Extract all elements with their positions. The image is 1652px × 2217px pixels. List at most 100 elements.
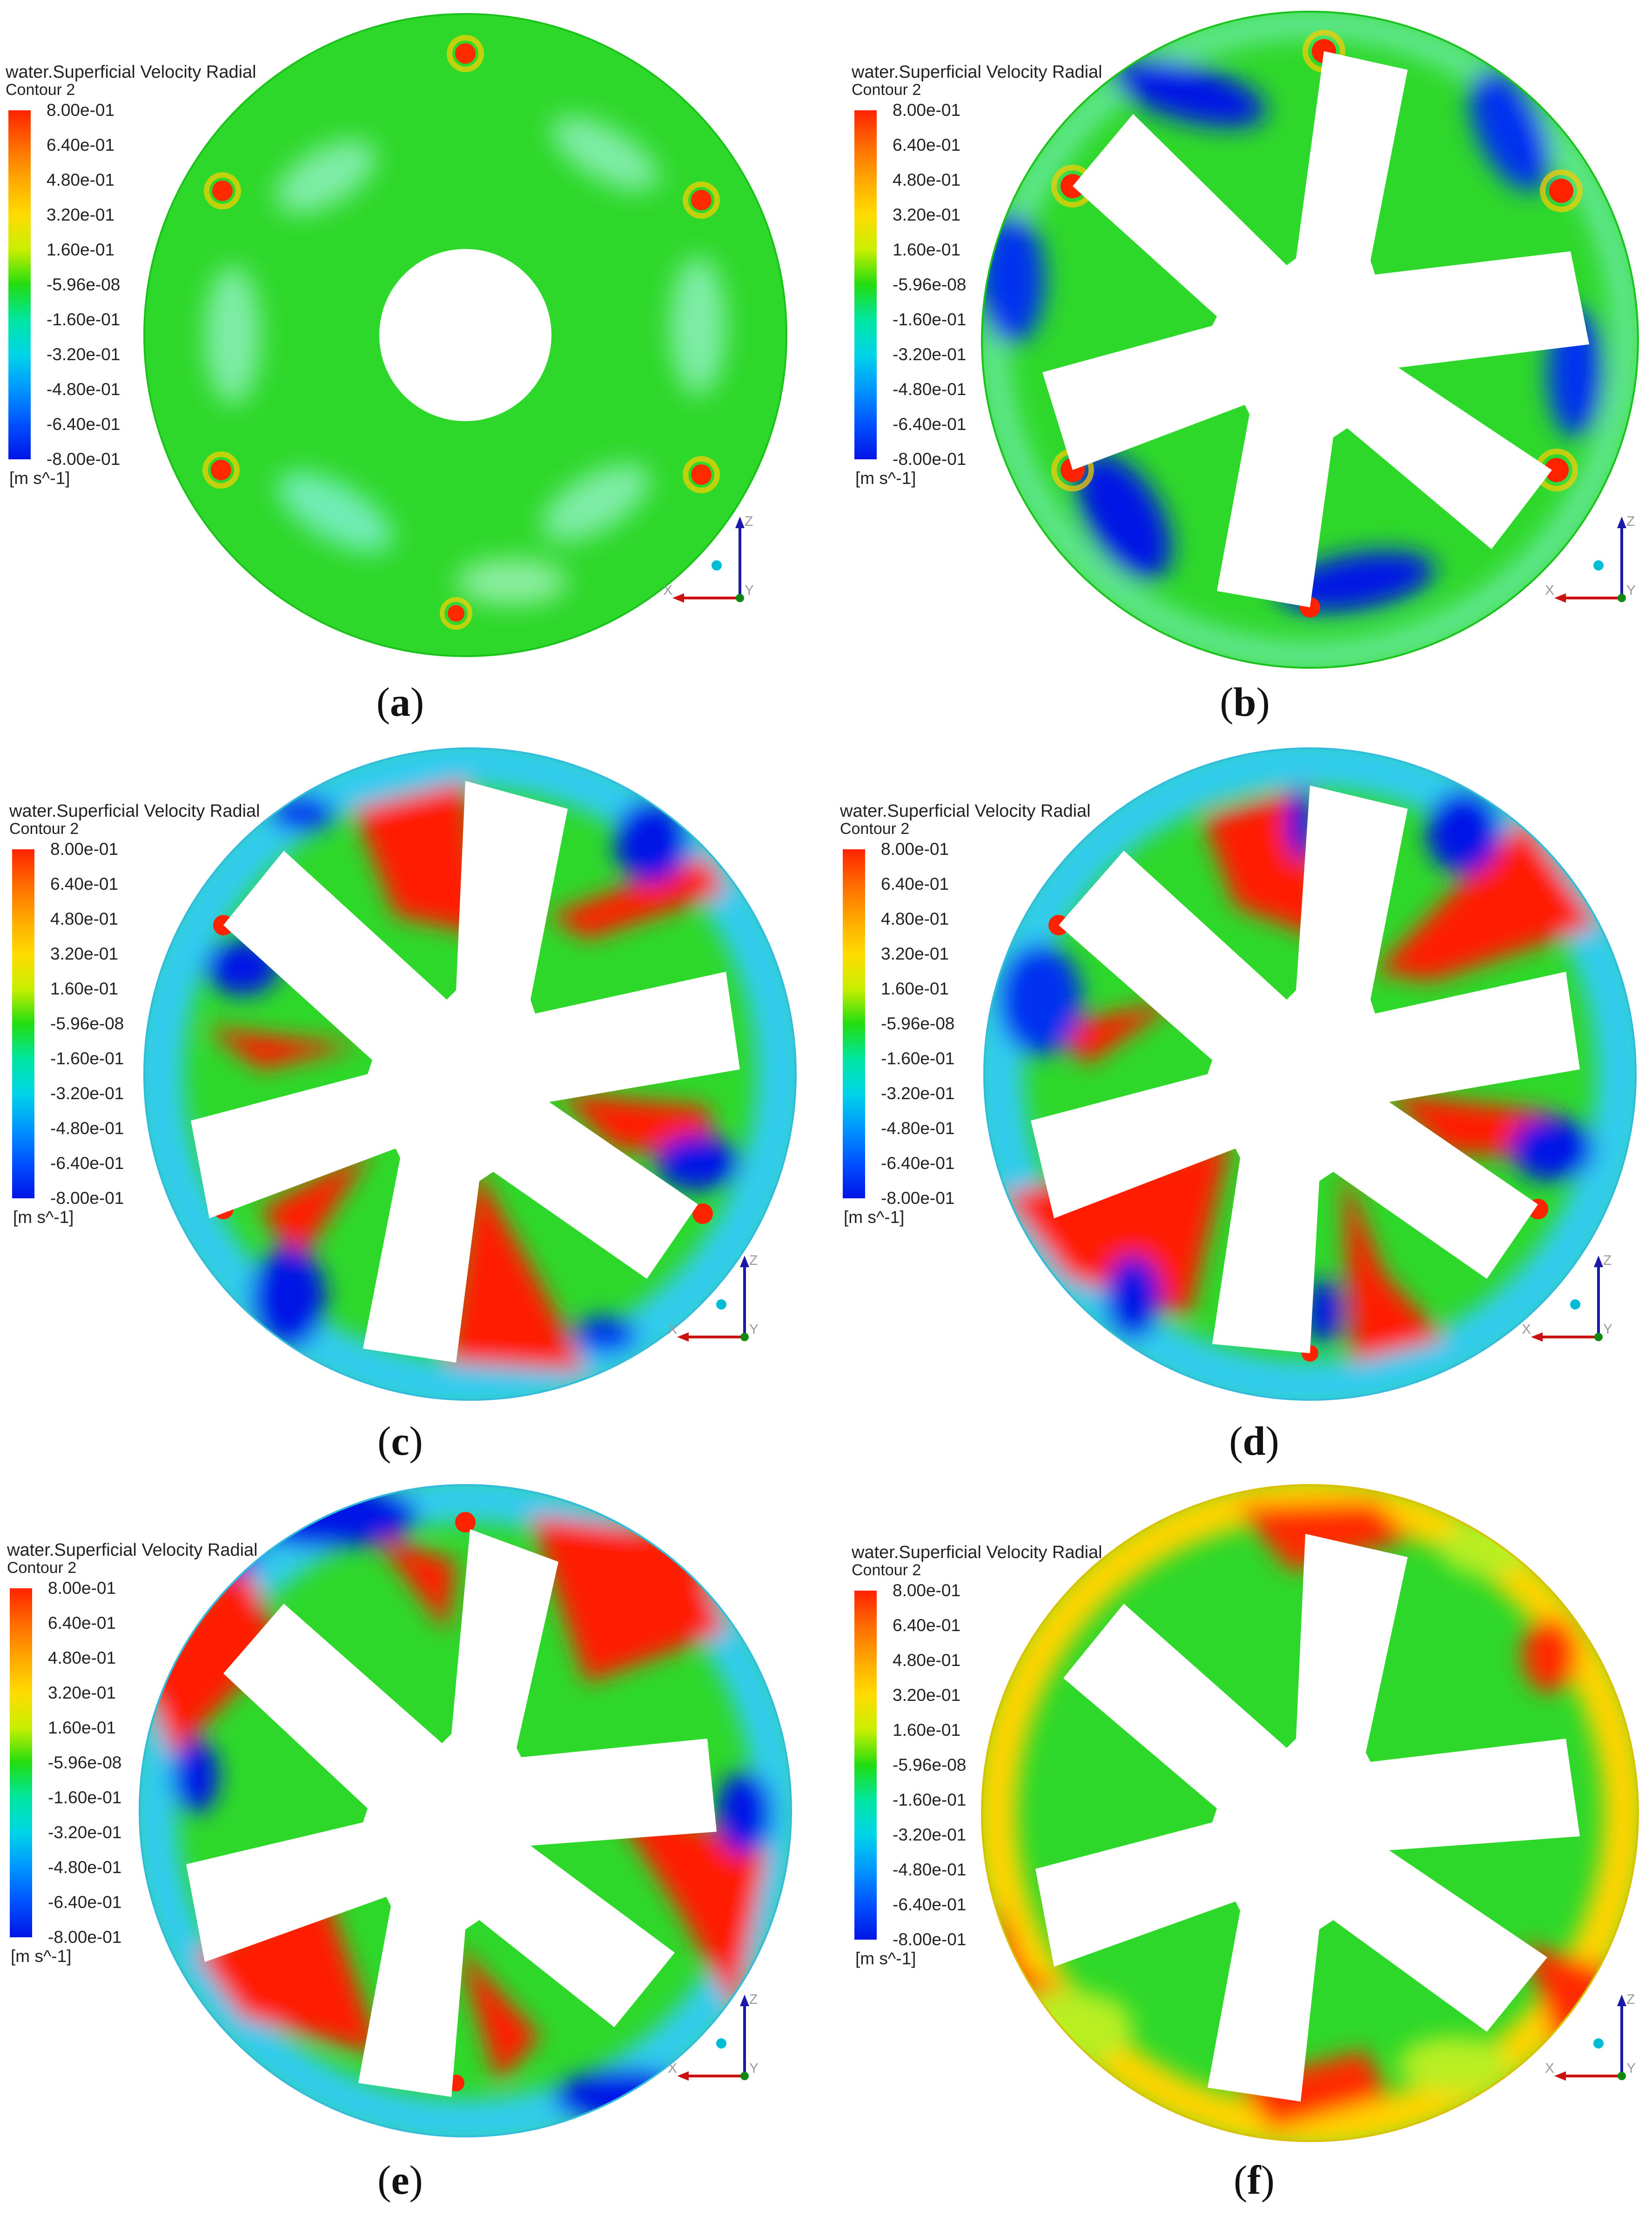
legend-tick-label: -1.60e-01 bbox=[50, 1049, 124, 1068]
legend-swatch bbox=[8, 250, 31, 285]
legend-swatch bbox=[843, 884, 865, 919]
legend-tick-label: 6.40e-01 bbox=[47, 135, 115, 155]
legend-swatch bbox=[854, 250, 877, 285]
legend-swatch bbox=[854, 390, 877, 424]
legend-title: water.Superficial Velocity Radial bbox=[7, 1540, 258, 1560]
legend-tick-label: -5.96e-08 bbox=[47, 275, 121, 294]
legend-tick-label: -3.20e-01 bbox=[881, 1084, 955, 1103]
legend-tick-label: -5.96e-08 bbox=[50, 1014, 124, 1033]
legend-tick-label: 6.40e-01 bbox=[893, 135, 961, 155]
legend-swatch bbox=[854, 320, 877, 355]
legend-swatch bbox=[854, 1905, 877, 1940]
panel-caption: (b) bbox=[1220, 680, 1270, 725]
legend-body: 8.00e-01 6.40e-01 4.80e-01 3.20e-01 1.60e-01… bbox=[7, 1579, 305, 1966]
legend-tick-label: 1.60e-01 bbox=[893, 1720, 961, 1740]
legend-swatch bbox=[12, 989, 34, 1024]
legend-swatch bbox=[854, 1800, 877, 1835]
axis-triad-a: Z X Y bbox=[663, 514, 754, 603]
panel-d: water.Superficial Velocity Radial Contou… bbox=[826, 739, 1652, 1478]
legend-unit: [m s^-1] bbox=[855, 1949, 916, 1968]
legend-tick-label: 4.80e-01 bbox=[47, 170, 115, 189]
legend-tick-label: 1.60e-01 bbox=[881, 979, 949, 998]
legend-swatch bbox=[854, 1765, 877, 1800]
contour-plot-d bbox=[983, 747, 1637, 1401]
panel-caption: (a) bbox=[376, 680, 424, 725]
legend-swatch bbox=[8, 215, 31, 250]
legend-swatch bbox=[10, 1623, 32, 1658]
legend-tick-label: -4.80e-01 bbox=[50, 1119, 124, 1138]
legend-swatch bbox=[10, 1868, 32, 1902]
axis-y-label: Y bbox=[749, 2061, 759, 2076]
legend-swatch bbox=[854, 145, 877, 180]
legend-tick-label: -1.60e-01 bbox=[893, 1790, 967, 1809]
legend-swatch bbox=[10, 1763, 32, 1798]
axis-x-label: X bbox=[1545, 583, 1554, 598]
legend-unit: [m s^-1] bbox=[844, 1208, 905, 1227]
legend-tick-label: -1.60e-01 bbox=[48, 1788, 122, 1807]
axis-triad-e: Z X Y bbox=[668, 1992, 759, 2081]
legend-swatch bbox=[854, 1660, 877, 1695]
legend-tick-label: 1.60e-01 bbox=[48, 1718, 116, 1737]
legend-swatch bbox=[10, 1902, 32, 1937]
axis-y-label: Y bbox=[749, 1322, 759, 1337]
legend-tick-label: -8.00e-01 bbox=[881, 1189, 955, 1208]
legend-tick-label: -6.40e-01 bbox=[893, 415, 967, 434]
legend-subtitle: Contour 2 bbox=[852, 1561, 921, 1579]
legend-subtitle: Contour 2 bbox=[6, 81, 75, 99]
hotspots-a bbox=[202, 35, 720, 630]
legend-body: 8.00e-01 6.40e-01 4.80e-01 3.20e-01 1.60e-01… bbox=[840, 840, 1138, 1227]
legend-tick-label: -8.00e-01 bbox=[893, 450, 967, 469]
panel-b: water.Superficial Velocity Radial Contou… bbox=[826, 0, 1652, 739]
legend-tick-label: 3.20e-01 bbox=[881, 944, 949, 963]
legend-tick-label: -8.00e-01 bbox=[50, 1189, 124, 1208]
legend-swatch bbox=[854, 110, 877, 145]
legend-tick-label: 6.40e-01 bbox=[48, 1613, 116, 1633]
legend-swatch bbox=[843, 849, 865, 884]
legend-tick-label: 3.20e-01 bbox=[893, 205, 961, 224]
contour-plot-f bbox=[981, 1484, 1639, 2142]
contour-plot-e bbox=[139, 1484, 792, 2137]
legend-unit: [m s^-1] bbox=[855, 469, 916, 488]
legend-subtitle: Contour 2 bbox=[7, 1559, 77, 1577]
axis-y-label: Y bbox=[1626, 2061, 1636, 2076]
legend-colorbar bbox=[854, 1591, 877, 1940]
legend-swatch bbox=[854, 285, 877, 320]
hub-hole bbox=[379, 249, 551, 421]
legend-title: water.Superficial Velocity Radial bbox=[840, 801, 1091, 821]
axis-triad-b: Z X Y bbox=[1545, 514, 1636, 603]
axis-x-label: X bbox=[668, 2061, 677, 2076]
legend-swatch bbox=[12, 1163, 34, 1198]
legend-body: 8.00e-01 6.40e-01 4.80e-01 3.20e-01 1.60e-01… bbox=[9, 840, 307, 1227]
axis-x-label: X bbox=[1545, 2061, 1554, 2076]
legend-colorbar bbox=[8, 110, 31, 459]
legend-tick-label: -3.20e-01 bbox=[47, 345, 121, 364]
legend-swatch bbox=[12, 954, 34, 989]
legend-tick-label: -8.00e-01 bbox=[893, 1930, 967, 1949]
impeller-blades bbox=[1042, 51, 1589, 607]
axis-triad-f: Z X Y bbox=[1545, 1992, 1636, 2081]
legend-swatch bbox=[843, 954, 865, 989]
legend-unit: [m s^-1] bbox=[9, 469, 70, 488]
legend-c: water.Superficial Velocity Radial Contou… bbox=[9, 802, 307, 1227]
axis-z-label: Z bbox=[749, 1992, 758, 2007]
legend-tick-label: -6.40e-01 bbox=[48, 1893, 122, 1912]
legend-tick-label: 3.20e-01 bbox=[47, 205, 115, 224]
impeller-blades bbox=[186, 1529, 717, 2097]
panel-a: water.Superficial Velocity Radial Contou… bbox=[0, 0, 826, 739]
legend-tick-label: 6.40e-01 bbox=[881, 874, 949, 894]
panel-caption: (c) bbox=[377, 1419, 423, 1464]
legend-tick-label: -1.60e-01 bbox=[893, 310, 967, 329]
legend-tick-label: 8.00e-01 bbox=[881, 840, 949, 859]
legend-tick-label: 3.20e-01 bbox=[893, 1686, 961, 1705]
panel-f: water.Superficial Velocity Radial Contou… bbox=[826, 1478, 1652, 2217]
impeller-blades bbox=[191, 781, 740, 1363]
axis-triad-c: Z X Y bbox=[668, 1253, 759, 1342]
legend-swatch bbox=[843, 989, 865, 1024]
legend-tick-label: 1.60e-01 bbox=[47, 240, 115, 259]
legend-tick-label: -6.40e-01 bbox=[893, 1895, 967, 1914]
legend-swatch bbox=[10, 1728, 32, 1763]
legend-tick-label: -3.20e-01 bbox=[50, 1084, 124, 1103]
legend-colorbar bbox=[843, 849, 865, 1198]
legend-tick-label: -1.60e-01 bbox=[881, 1049, 955, 1068]
axis-z-label: Z bbox=[1626, 1992, 1635, 2007]
